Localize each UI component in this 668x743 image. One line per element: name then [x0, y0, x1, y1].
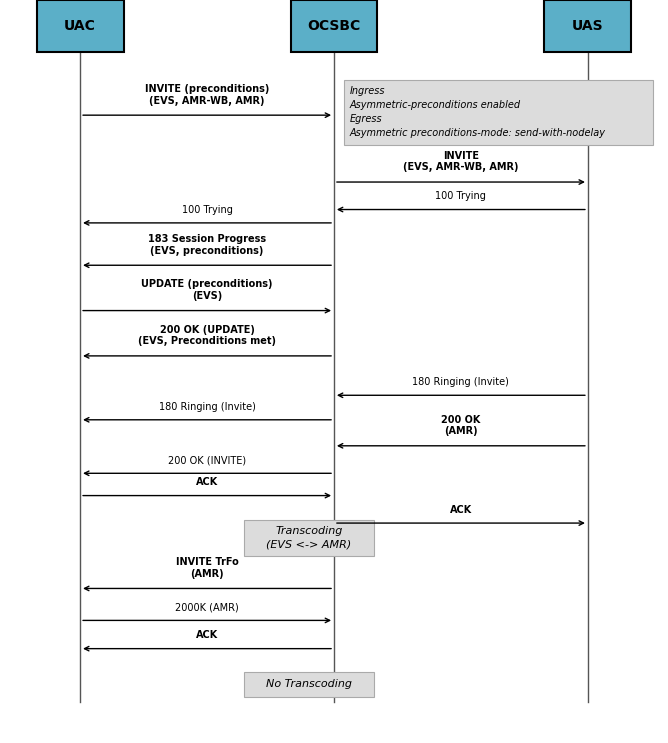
Text: 2000K (AMR): 2000K (AMR) — [175, 603, 239, 612]
Text: 183 Session Progress
(EVS, preconditions): 183 Session Progress (EVS, preconditions… — [148, 234, 266, 256]
Text: Transcoding
(EVS <-> AMR): Transcoding (EVS <-> AMR) — [267, 526, 351, 550]
Text: 100 Trying: 100 Trying — [182, 205, 232, 215]
Bar — [544, 0, 631, 52]
Bar — [344, 80, 653, 145]
Text: 200 OK (INVITE): 200 OK (INVITE) — [168, 455, 246, 465]
Text: OCSBC: OCSBC — [307, 19, 361, 33]
Bar — [37, 0, 124, 52]
Text: 200 OK
(AMR): 200 OK (AMR) — [442, 415, 480, 436]
Text: INVITE TrFo
(AMR): INVITE TrFo (AMR) — [176, 557, 238, 579]
Text: INVITE (preconditions)
(EVS, AMR-WB, AMR): INVITE (preconditions) (EVS, AMR-WB, AMR… — [145, 84, 269, 106]
Bar — [244, 520, 374, 556]
Bar — [291, 0, 377, 52]
Text: 180 Ringing (Invite): 180 Ringing (Invite) — [412, 377, 510, 387]
Text: UAC: UAC — [64, 19, 96, 33]
Text: UPDATE (preconditions)
(EVS): UPDATE (preconditions) (EVS) — [142, 279, 273, 301]
Text: No Transcoding: No Transcoding — [266, 679, 352, 690]
Text: 100 Trying: 100 Trying — [436, 192, 486, 201]
Text: 200 OK (UPDATE)
(EVS, Preconditions met): 200 OK (UPDATE) (EVS, Preconditions met) — [138, 325, 276, 346]
Text: UAS: UAS — [572, 19, 604, 33]
Bar — [244, 672, 374, 697]
Text: ACK: ACK — [450, 505, 472, 515]
Text: ACK: ACK — [196, 478, 218, 487]
Text: 180 Ringing (Invite): 180 Ringing (Invite) — [158, 402, 256, 412]
Text: Ingress
Asymmetric-preconditions enabled
Egress
Asymmetric preconditions-mode: s: Ingress Asymmetric-preconditions enabled… — [349, 86, 605, 138]
Text: ACK: ACK — [196, 631, 218, 640]
Text: INVITE
(EVS, AMR-WB, AMR): INVITE (EVS, AMR-WB, AMR) — [403, 151, 518, 172]
